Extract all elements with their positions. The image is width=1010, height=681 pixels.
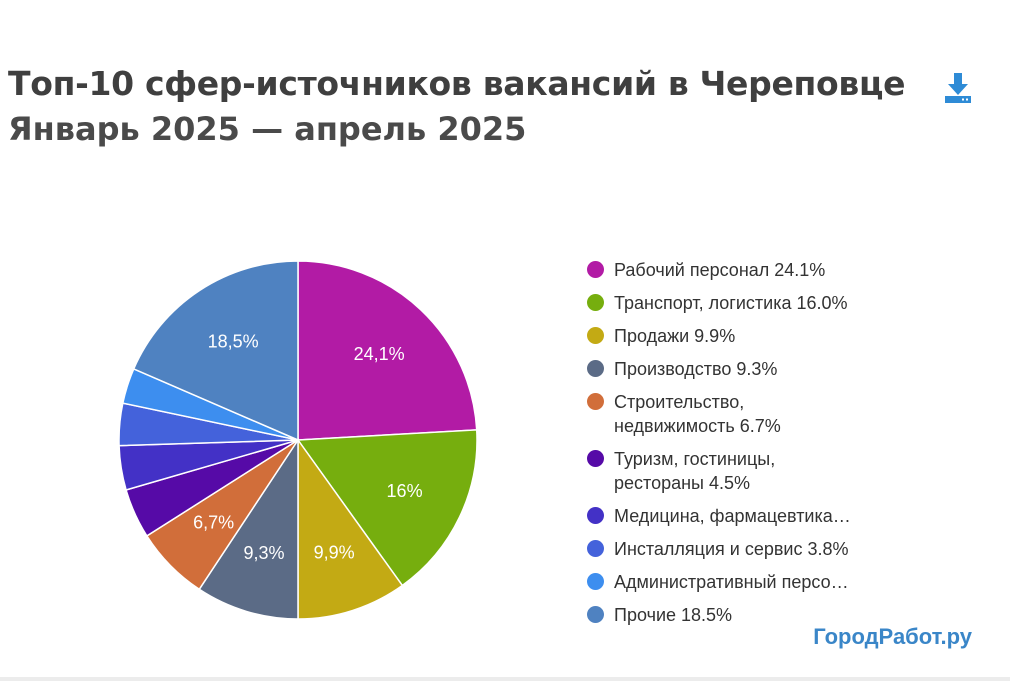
legend-item-transport-logistika[interactable]: Транспорт, логистика 16.0% <box>584 291 884 315</box>
legend-label: Продажи 9.9% <box>614 326 736 346</box>
legend-item-medicina[interactable]: Медицина, фармацевтика… <box>584 504 884 528</box>
slice-label-2: 9,9% <box>314 542 355 562</box>
legend-label: Инсталляция и сервис 3.8% <box>614 539 849 559</box>
legend-swatch <box>587 327 604 344</box>
legend-item-rabochiy-personal[interactable]: Рабочий персонал 24.1% <box>584 258 884 282</box>
download-icon[interactable] <box>940 70 976 106</box>
legend-item-proizvodstvo[interactable]: Производство 9.3% <box>584 357 884 381</box>
slice-label-9: 18,5% <box>208 331 259 351</box>
slice-label-0: 24,1% <box>354 344 405 364</box>
legend-label: Производство 9.3% <box>614 359 778 379</box>
legend-item-administrativnyy[interactable]: Административный персо… <box>584 570 884 594</box>
pie-slice-9[interactable] <box>132 260 299 442</box>
legend-swatch <box>587 450 604 467</box>
legend-item-turizm[interactable]: Туризм, гостиницы, рестораны 4.5% <box>584 447 814 495</box>
legend-swatch <box>587 360 604 377</box>
legend-item-prochie[interactable]: Прочие 18.5% <box>584 603 884 627</box>
chart-title: Топ-10 сфер-источников вакансий в Черепо… <box>8 64 906 103</box>
bottom-divider <box>0 677 1010 681</box>
legend-swatch <box>587 294 604 311</box>
legend-label: Прочие 18.5% <box>614 605 733 625</box>
pie-chart: 24,1% 16% 9,9% 9,3% 6,7% 18,5% <box>118 260 478 620</box>
slice-label-1: 16% <box>387 481 423 501</box>
legend-label: Строительство, недвижимость 6.7% <box>614 392 781 436</box>
slice-label-3: 9,3% <box>243 543 284 563</box>
legend-swatch <box>587 606 604 623</box>
legend-label: Административный персо… <box>614 572 849 592</box>
legend-label: Транспорт, логистика 16.0% <box>614 293 848 313</box>
chart-subtitle: Январь 2025 — апрель 2025 <box>8 110 527 148</box>
slice-label-4: 6,7% <box>193 513 234 533</box>
legend-label: Туризм, гостиницы, рестораны 4.5% <box>614 449 776 493</box>
pie-slice-1[interactable] <box>296 429 478 587</box>
legend-label: Рабочий персонал 24.1% <box>614 260 826 280</box>
legend-swatch <box>587 540 604 557</box>
legend-item-stroitelstvo[interactable]: Строительство, недвижимость 6.7% <box>584 390 814 438</box>
legend-swatch <box>587 507 604 524</box>
legend-swatch <box>587 393 604 410</box>
legend-swatch <box>587 573 604 590</box>
pie-slice-3[interactable] <box>198 437 299 620</box>
pie-slice-0[interactable] <box>297 260 478 441</box>
legend-swatch <box>587 261 604 278</box>
chart-legend: Рабочий персонал 24.1% Транспорт, логист… <box>584 258 884 636</box>
brand-logo[interactable]: ГородРабот.ру <box>813 624 972 649</box>
legend-item-prodazhi[interactable]: Продажи 9.9% <box>584 324 884 348</box>
pie-slice-2[interactable] <box>297 437 404 620</box>
legend-label: Медицина, фармацевтика… <box>614 506 851 526</box>
legend-item-installyaciya[interactable]: Инсталляция и сервис 3.8% <box>584 537 884 561</box>
